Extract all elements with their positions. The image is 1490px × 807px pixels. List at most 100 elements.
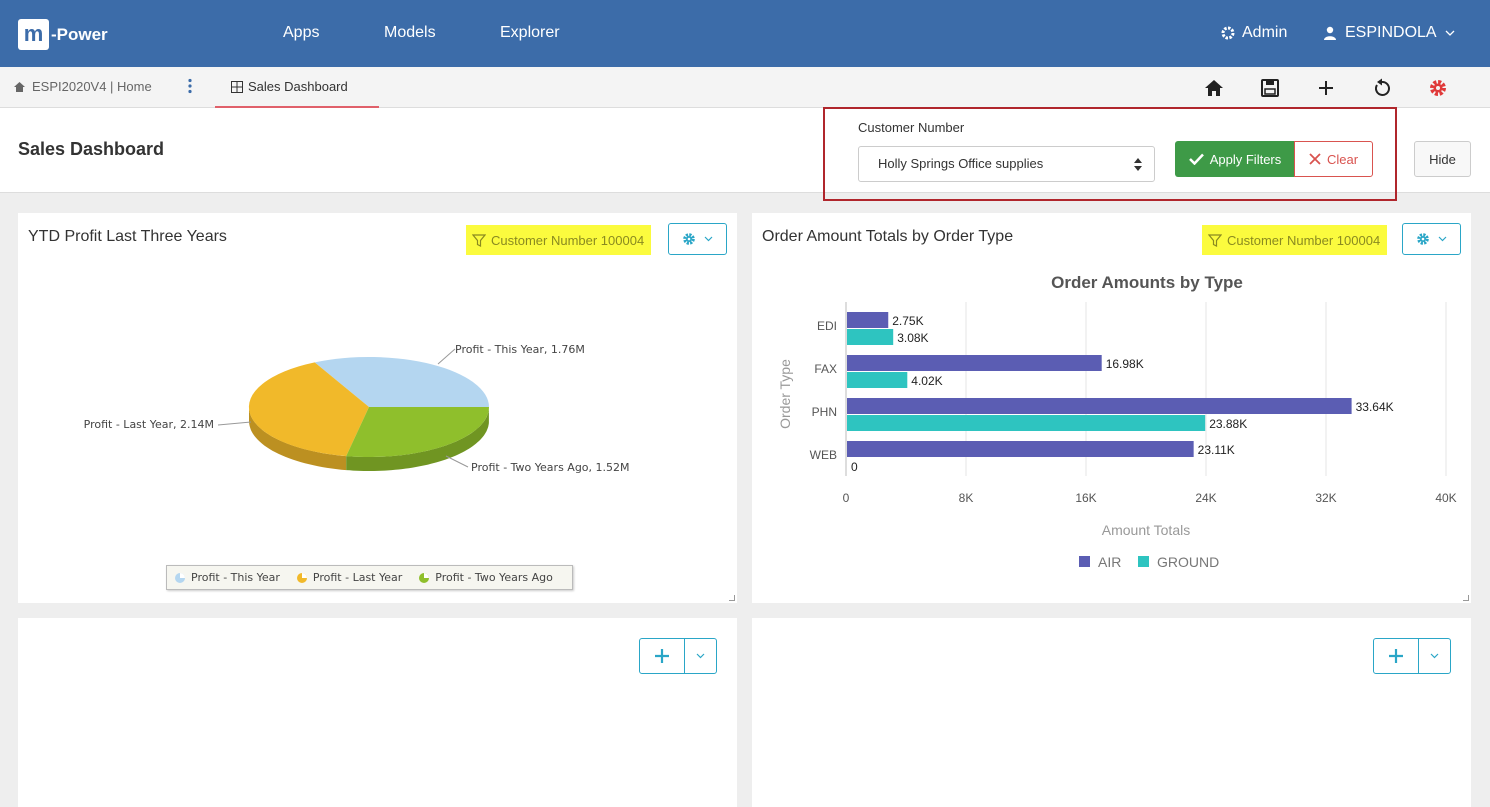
- kebab-menu-icon[interactable]: [187, 78, 193, 94]
- home-breadcrumb[interactable]: ESPI2020V4 | Home: [13, 79, 152, 94]
- refresh-icon[interactable]: [1371, 77, 1393, 99]
- bar-value-label: 2.75K: [892, 314, 923, 328]
- pie-slice-side: [346, 408, 489, 471]
- select-arrows-icon: [1134, 158, 1142, 171]
- plus-icon: [655, 649, 669, 663]
- settings-gear-icon[interactable]: [1427, 77, 1449, 99]
- y-tick-label: PHN: [812, 405, 837, 419]
- filter-icon: [1208, 233, 1222, 247]
- filter-icon: [472, 233, 486, 247]
- bar: [847, 415, 1206, 431]
- legend-item-two-years-ago[interactable]: Profit - Two Years Ago: [418, 571, 553, 584]
- bar: [847, 329, 894, 345]
- legend-swatch: [1138, 556, 1149, 567]
- home-icon: [14, 81, 25, 92]
- add-widget-button-group[interactable]: [639, 638, 717, 674]
- chevron-down-icon: [704, 236, 713, 242]
- add-widget-dropdown[interactable]: [685, 639, 716, 673]
- resize-handle[interactable]: [729, 595, 735, 601]
- order-amount-bar-chart: Order Amounts by Type 0 8K 16K 24K 32K 40K EDI 2…: [777, 273, 1457, 570]
- pie-slice-side: [249, 407, 347, 471]
- gear-icon: [1221, 26, 1235, 40]
- pie-slice-icon: [296, 572, 307, 583]
- hide-button[interactable]: Hide: [1414, 141, 1471, 177]
- filter-label: Customer Number: [858, 120, 965, 135]
- y-tick-label: EDI: [817, 319, 837, 333]
- top-navbar: m -Power Apps Models Explorer Admin ESPI…: [0, 0, 1490, 67]
- nav-link-models[interactable]: Models: [384, 24, 436, 41]
- plus-icon: [1389, 649, 1403, 663]
- x-axis-label: Amount Totals: [1102, 522, 1190, 538]
- panel-settings-button[interactable]: [1402, 223, 1461, 255]
- x-tick-label: 8K: [959, 491, 974, 505]
- add-widget-button[interactable]: [1374, 639, 1419, 673]
- user-menu[interactable]: ESPINDOLA: [1323, 24, 1455, 42]
- customer-number-select[interactable]: Holly Springs Office supplies: [858, 146, 1155, 182]
- x-tick-label: 32K: [1315, 491, 1336, 505]
- tab-sales-dashboard[interactable]: Sales Dashboard: [215, 67, 379, 108]
- filter-highlight-box: [823, 107, 1397, 201]
- pie-slice: [346, 407, 489, 458]
- filter-tag[interactable]: Customer Number 100004: [466, 225, 651, 255]
- pie-slice: [314, 356, 489, 407]
- bar-value-label: 4.02K: [911, 374, 942, 388]
- nav-link-apps[interactable]: Apps: [283, 24, 320, 41]
- bar: [847, 312, 889, 328]
- close-icon: [1309, 153, 1321, 165]
- bar: [847, 372, 908, 388]
- bar-value-label: 0: [851, 460, 858, 474]
- add-widget-button-group[interactable]: [1373, 638, 1451, 674]
- mpower-logo[interactable]: m -Power: [18, 19, 108, 50]
- x-tick-label: 24K: [1195, 491, 1216, 505]
- page-title: Sales Dashboard: [18, 139, 165, 159]
- apply-filters-button[interactable]: Apply Filters: [1175, 141, 1295, 177]
- legend-label: GROUND: [1157, 554, 1219, 570]
- bar-value-label: 23.88K: [1209, 417, 1247, 431]
- add-widget-button[interactable]: [640, 639, 685, 673]
- legend-label: Profit - Two Years Ago: [435, 571, 553, 584]
- hide-label: Hide: [1429, 151, 1456, 167]
- bar-value-label: 3.08K: [897, 331, 928, 345]
- nav-link-explorer[interactable]: Explorer: [500, 24, 560, 41]
- bar: [847, 355, 1102, 371]
- panel-settings-button[interactable]: [668, 223, 727, 255]
- add-widget-dropdown[interactable]: [1419, 639, 1450, 673]
- check-icon: [1188, 153, 1204, 165]
- profit-panel-title: YTD Profit Last Three Years: [28, 228, 227, 245]
- gear-icon: [683, 233, 695, 245]
- dashboard-icon: [231, 80, 243, 93]
- legend-label: AIR: [1098, 554, 1121, 570]
- legend-item-this-year[interactable]: Profit - This Year: [174, 571, 280, 584]
- filter-tag-label: Customer Number 100004: [491, 232, 645, 248]
- save-icon[interactable]: [1259, 77, 1281, 99]
- add-icon[interactable]: [1315, 77, 1337, 99]
- admin-menu[interactable]: Admin: [1220, 24, 1287, 42]
- pie-slice-icon: [175, 572, 185, 583]
- user-name: ESPINDOLA: [1345, 24, 1437, 41]
- y-tick-label: WEB: [810, 448, 837, 462]
- legend-item-last-year[interactable]: Profit - Last Year: [296, 571, 402, 584]
- tab-sales-dashboard-label: Sales Dashboard: [248, 79, 348, 94]
- clear-filters-label: Clear: [1326, 151, 1359, 167]
- bar: [847, 441, 1194, 457]
- profit-pie-chart: Profit - This Year, 1.76M Profit - Last Y…: [84, 343, 630, 474]
- chevron-down-icon: [1430, 653, 1439, 659]
- home-breadcrumb-label: ESPI2020V4 | Home: [32, 79, 152, 94]
- x-tick-label: 16K: [1075, 491, 1096, 505]
- pie-slice-label: Profit - Last Year, 2.14M: [84, 418, 214, 431]
- pie-slice-label: Profit - This Year, 1.76M: [455, 343, 585, 356]
- legend-label: Profit - Last Year: [312, 571, 403, 584]
- user-icon: [1324, 26, 1336, 40]
- pie-slice-icon: [419, 572, 430, 583]
- clear-filters-button[interactable]: Clear: [1294, 141, 1373, 177]
- logo-text: -Power: [51, 24, 108, 44]
- customer-number-value: Holly Springs Office supplies: [878, 156, 1044, 171]
- home-icon[interactable]: [1203, 77, 1225, 99]
- legend-label: Profit - This Year: [191, 571, 280, 584]
- filter-tag[interactable]: Customer Number 100004: [1202, 225, 1387, 255]
- pie-label-connector: [437, 348, 456, 365]
- empty-panel-left: [18, 618, 737, 807]
- pie-slice-label: Profit - Two Years Ago, 1.52M: [471, 461, 630, 474]
- resize-handle[interactable]: [1463, 595, 1469, 601]
- chart-title: Order Amounts by Type: [1051, 273, 1243, 292]
